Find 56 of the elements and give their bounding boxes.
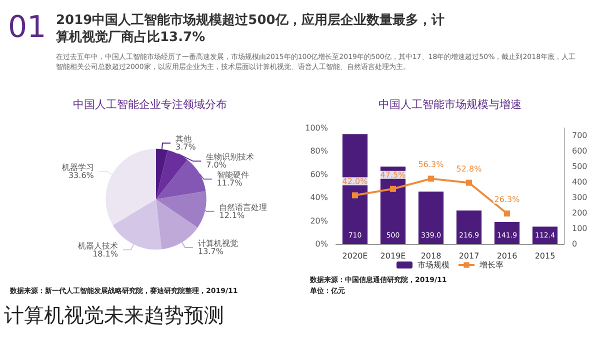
data-label: 26.3% (494, 194, 520, 204)
y-tick-label: 80% (310, 146, 328, 156)
point (466, 180, 472, 186)
point (390, 186, 396, 192)
y2-tick-label: 100 (572, 224, 588, 234)
y2-tick-label: 200 (572, 208, 588, 218)
legend-label: 增长率 (478, 260, 504, 270)
data-label: 12.1% (219, 210, 246, 220)
slice-label: 计算机视觉 (198, 239, 238, 248)
bar (418, 192, 444, 244)
y2-tick-label: 0 (572, 240, 578, 248)
x-tick-label: 2019E (380, 252, 406, 260)
bar (342, 134, 368, 244)
y2-tick-label: 600 (572, 146, 588, 156)
data-label: 42.0% (342, 176, 368, 186)
y2-tick-label: 500 (572, 162, 588, 172)
slice-label: 自然语言处理 (219, 202, 268, 212)
x-tick-label: 2018 (420, 252, 442, 260)
y-tick-label: 100% (305, 124, 328, 132)
data-label: 13.7% (198, 247, 224, 256)
data-label: 3.7% (176, 142, 196, 152)
slice-label: 其他 (176, 134, 192, 144)
bar (494, 222, 520, 244)
slice-label: 智能硬件 (216, 170, 249, 180)
y2-tick-label: 300 (572, 193, 588, 202)
x-tick-label: 2016 (496, 252, 518, 260)
data-label: 11.7% (216, 178, 243, 188)
bar (456, 210, 482, 244)
data-label: 47.5% (380, 170, 406, 180)
y-tick-label: 40% (310, 193, 328, 202)
data-label: 7.0% (206, 160, 227, 170)
data-label: 56.3% (418, 160, 444, 170)
data-label: 18.1% (92, 249, 118, 258)
chart-title: 中国人工智能市场规模与增速 (378, 98, 522, 111)
x-tick-label: 2017 (458, 252, 480, 260)
legend-label: 市场规模 (418, 260, 450, 270)
text: 01 (8, 10, 46, 45)
y2-tick-label: 400 (572, 178, 588, 187)
y2-tick-label: 700 (572, 131, 588, 140)
point (428, 176, 434, 182)
slice-label: 机器学习 (62, 162, 94, 172)
y-tick-label: 60% (310, 170, 328, 179)
slice-label: 生物识别技术 (206, 152, 254, 162)
data-label: 52.8% (456, 164, 482, 174)
slice-label: 机器人技术 (78, 241, 118, 250)
x-tick-label: 2015 (534, 252, 556, 260)
y-tick-label: 0% (315, 240, 328, 248)
text: 2019中国人工智能市场规模超过500亿，应用层企业数量最多，计算机视觉厂商占比13.7% (56, 12, 446, 46)
x-tick-label: 2020E (342, 252, 368, 260)
point (352, 192, 358, 198)
y-tick-label: 20% (310, 216, 328, 226)
point (504, 210, 510, 216)
data-label: 33.6% (68, 170, 94, 180)
chart-title: 中国人工智能企业专注领域分布 (73, 98, 227, 111)
bar (532, 226, 558, 244)
text: 计算机视觉未来趋势预测 (4, 302, 224, 329)
